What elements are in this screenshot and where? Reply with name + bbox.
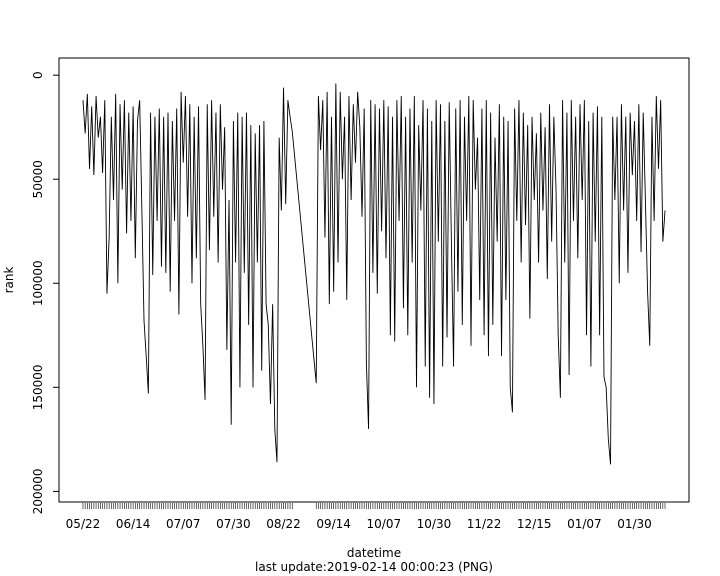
y-tick-label: 0 xyxy=(31,71,45,79)
x-tick-label: 10/07 xyxy=(367,517,402,531)
y-axis-label: rank xyxy=(2,267,16,294)
x-tick-label: 01/30 xyxy=(617,517,652,531)
x-tick-label: 08/22 xyxy=(266,517,301,531)
x-axis-label: datetime xyxy=(347,546,401,560)
x-tick-label: 07/07 xyxy=(166,517,201,531)
x-tick-label: 06/14 xyxy=(116,517,151,531)
y-tick-label: 100000 xyxy=(31,260,45,306)
x-tick-label: 05/22 xyxy=(66,517,101,531)
x-tick-label: 09/14 xyxy=(316,517,351,531)
rank-line xyxy=(82,83,666,465)
y-tick-label: 50000 xyxy=(31,160,45,198)
y-tick-label: 150000 xyxy=(31,364,45,410)
plot-frame xyxy=(58,57,690,503)
x-tick-label: 11/22 xyxy=(467,517,502,531)
x-tick-label: 12/15 xyxy=(517,517,552,531)
caption: last update:2019-02-14 00:00:23 (PNG) xyxy=(255,560,493,574)
x-tick-label: 01/07 xyxy=(567,517,602,531)
x-tick-label: 10/30 xyxy=(417,517,452,531)
y-tick-label: 200000 xyxy=(31,468,45,514)
x-tick-label: 07/30 xyxy=(216,517,251,531)
